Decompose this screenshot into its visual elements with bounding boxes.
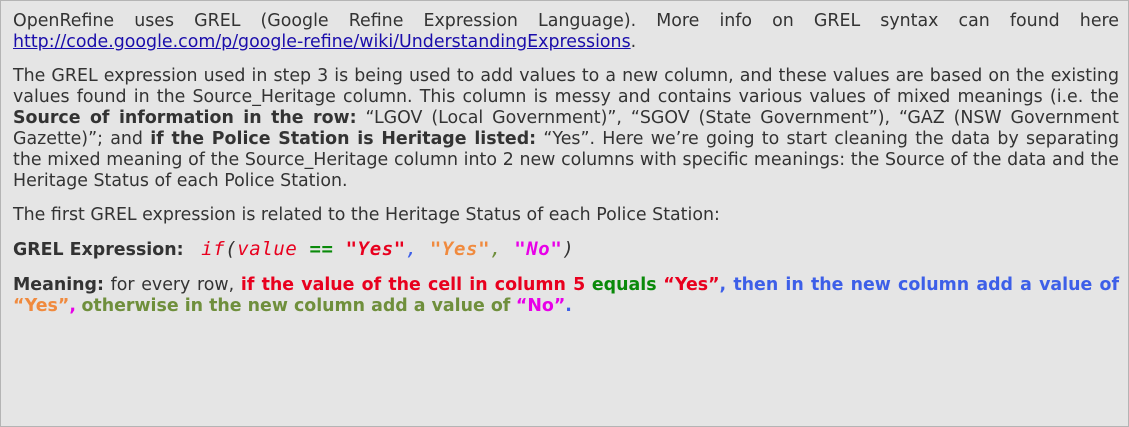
meaning-part-10: . <box>565 296 572 316</box>
expr-arg-yes-2: "Yes" <box>429 238 491 260</box>
expr-equals: == <box>309 238 334 260</box>
first-expression-intro: The first GREL expression is related to … <box>13 205 720 225</box>
panel-content: OpenRefine uses GREL (Google Refine Expr… <box>13 11 1119 330</box>
explanation-paragraph: The GREL expression used in step 3 is be… <box>13 66 1119 192</box>
explanation-text-3: “Yes”. Here we’re going to start cleanin… <box>13 129 1119 191</box>
intro-period: . <box>630 32 637 52</box>
meaning-part-1: for every row, <box>110 275 235 295</box>
grel-expression-line: GREL Expression: if(value == "Yes", "Yes… <box>13 239 1119 261</box>
expr-if: if <box>201 238 226 260</box>
meaning-part-5: , then in the new column add a value of <box>719 275 1120 295</box>
meaning-part-4: “Yes” <box>663 275 720 295</box>
expr-value: value <box>237 238 298 260</box>
expr-comma-1: , <box>405 238 418 260</box>
expr-arg-no: "No" <box>514 238 563 260</box>
meaning-part-2: if the value of the cell in column 5 <box>240 275 586 295</box>
meaning-part-7: , <box>69 296 76 316</box>
meaning-label: Meaning: <box>13 275 104 295</box>
grel-expression-code: if(value == "Yes", "Yes", "No") <box>189 238 574 260</box>
expr-arg-yes-1: "Yes" <box>345 238 406 260</box>
grel-docs-link[interactable]: http://code.google.com/p/google-refine/w… <box>13 32 631 52</box>
expr-close-paren: ) <box>562 238 575 260</box>
meaning-part-8: otherwise in the new column add a value … <box>81 296 511 316</box>
explanation-text-1: The GREL expression used in step 3 is be… <box>13 66 1119 107</box>
intro-text: OpenRefine uses GREL (Google Refine Expr… <box>13 11 1119 31</box>
explanation-bold-2: if the Police Station is Heritage listed… <box>150 129 537 149</box>
meaning-paragraph: Meaning: for every row, if the value of … <box>13 275 1119 317</box>
meaning-part-9: “No” <box>515 296 566 316</box>
meaning-part-6: “Yes” <box>13 296 70 316</box>
meaning-part-3: equals <box>591 275 657 295</box>
explanation-text-2: “LGOV (Local Government)”, “SGOV (State … <box>13 108 1120 149</box>
grel-expression-label: GREL Expression: <box>13 240 184 260</box>
intro-paragraph: OpenRefine uses GREL (Google Refine Expr… <box>13 11 1119 53</box>
expr-comma-2: , <box>490 238 503 260</box>
explanation-bold-1: Source of information in the row: <box>13 108 357 128</box>
expr-open-paren: ( <box>225 238 238 260</box>
